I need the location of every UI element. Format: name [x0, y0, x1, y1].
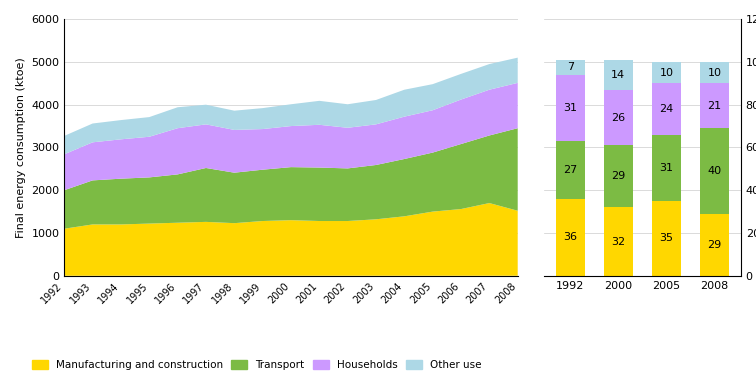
Bar — [556, 60, 584, 75]
Bar — [652, 135, 680, 201]
Text: 32: 32 — [611, 237, 625, 247]
Bar — [556, 199, 584, 276]
Text: 27: 27 — [563, 165, 578, 175]
Text: 40: 40 — [708, 166, 721, 176]
Bar — [652, 83, 680, 135]
Bar — [700, 128, 729, 214]
Y-axis label: Final energy consumption (ktoe): Final energy consumption (ktoe) — [16, 57, 26, 238]
Bar — [556, 141, 584, 199]
Text: 26: 26 — [611, 113, 625, 123]
Bar — [604, 90, 633, 145]
Bar — [700, 214, 729, 276]
Bar — [700, 83, 729, 128]
Text: 24: 24 — [659, 104, 674, 114]
Text: 29: 29 — [611, 171, 625, 181]
Bar — [652, 62, 680, 83]
Text: 35: 35 — [659, 233, 674, 243]
Text: 31: 31 — [563, 103, 577, 113]
Legend: Manufacturing and construction, Transport, Households, Other use: Manufacturing and construction, Transpor… — [28, 356, 485, 374]
Bar — [556, 75, 584, 141]
Text: 10: 10 — [708, 68, 721, 78]
Text: 10: 10 — [659, 68, 674, 78]
Text: 21: 21 — [708, 101, 721, 111]
Text: 29: 29 — [708, 240, 721, 250]
Bar — [604, 207, 633, 276]
Bar — [652, 201, 680, 276]
Text: 36: 36 — [563, 232, 577, 242]
Bar — [604, 60, 633, 90]
Bar — [700, 62, 729, 83]
Text: 7: 7 — [566, 62, 574, 72]
Bar — [604, 145, 633, 207]
Text: 31: 31 — [659, 163, 674, 173]
Text: 14: 14 — [611, 70, 625, 80]
